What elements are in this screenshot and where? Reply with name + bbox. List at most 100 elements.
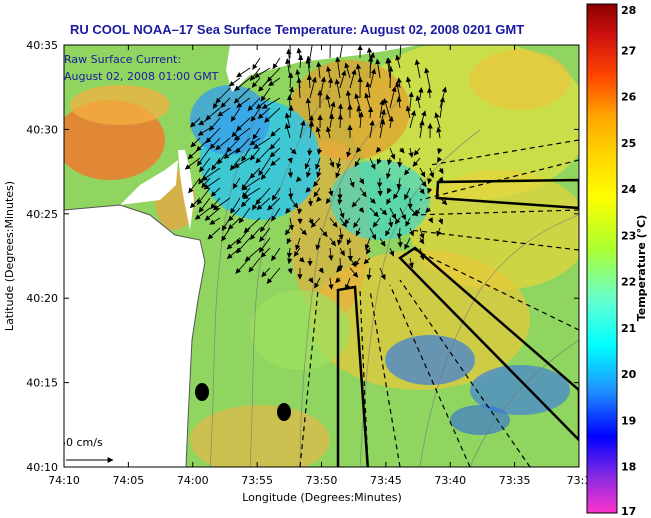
current-vector: [308, 120, 315, 139]
x-tick-label: 73:55: [241, 474, 273, 487]
current-vector: [439, 96, 446, 119]
current-vector: [203, 177, 221, 190]
current-vector: [259, 217, 271, 233]
current-vector: [337, 197, 343, 205]
current-vectors: [184, 45, 448, 291]
x-tick-label: 73:40: [434, 474, 466, 487]
bay-inlet: [120, 160, 178, 205]
y-tick-label: 40:25: [26, 208, 58, 221]
current-vector: [271, 207, 281, 222]
current-vector: [234, 77, 251, 91]
current-vector: [426, 87, 433, 99]
current-vector: [210, 187, 221, 197]
current-vector: [249, 227, 261, 240]
x-tick-label: 73:3: [567, 474, 592, 487]
current-vector: [434, 112, 441, 129]
current-vector: [295, 176, 302, 182]
current-vector: [287, 157, 293, 164]
current-vector: [287, 187, 294, 200]
current-vector: [313, 187, 321, 198]
current-vector: [289, 147, 297, 155]
current-vector: [299, 120, 306, 139]
current-vector: [405, 76, 412, 89]
current-vector: [328, 113, 335, 129]
current-vector: [241, 147, 251, 162]
current-vector: [258, 157, 271, 176]
current-vector: [339, 247, 345, 257]
current-vector: [349, 267, 359, 278]
current-vector: [337, 113, 344, 129]
current-vector: [339, 207, 345, 219]
current-vector: [296, 77, 302, 99]
current-vector: [369, 157, 376, 170]
current-vector: [437, 147, 443, 155]
current-vector: [404, 167, 411, 176]
current-vector: [328, 277, 334, 290]
colorbar-tick-label: 26: [621, 91, 637, 104]
current-vector: [233, 87, 251, 104]
current-vector: [365, 247, 372, 255]
current-vector: [309, 45, 313, 59]
land: [64, 45, 420, 467]
current-vector: [325, 126, 332, 139]
current-vector: [305, 97, 312, 119]
colorbar-tick-label: 28: [621, 4, 636, 17]
current-vector: [252, 57, 261, 70]
current-vector: [376, 157, 382, 165]
current-vector: [346, 237, 352, 246]
current-vector: [196, 187, 211, 205]
current-vector: [233, 157, 251, 168]
current-vector: [394, 81, 401, 99]
current-vector: [438, 217, 444, 225]
current-vector: [269, 147, 281, 158]
current-vector: [264, 107, 281, 123]
current-vector: [286, 247, 293, 259]
current-vector: [201, 167, 221, 181]
current-vector: [260, 247, 271, 258]
current-vector: [295, 237, 301, 251]
current-vector: [365, 81, 371, 99]
current-vector: [267, 197, 281, 211]
current-vector: [315, 126, 321, 139]
current-vector: [396, 177, 402, 190]
current-vector: [316, 61, 322, 79]
current-vector: [326, 66, 332, 79]
sandy-hook: [178, 150, 194, 230]
current-vector: [355, 146, 362, 153]
mooring-marker: [277, 403, 291, 421]
current-vector: [269, 137, 281, 150]
transect-lines: [299, 139, 579, 467]
current-vector: [209, 217, 221, 225]
x-tick-label: 73:50: [306, 474, 338, 487]
current-vector: [328, 247, 334, 261]
current-vector: [386, 157, 393, 166]
current-vector: [396, 96, 402, 109]
current-vector: [260, 87, 271, 102]
current-vector: [197, 127, 211, 136]
current-vector: [419, 119, 425, 139]
current-vector: [351, 197, 361, 208]
current-vector: [188, 177, 201, 194]
current-vector: [215, 87, 231, 104]
current-vector: [427, 177, 433, 185]
current-vector: [235, 137, 251, 154]
current-vector: [336, 266, 342, 273]
current-vector: [353, 217, 361, 229]
current-vector: [358, 207, 365, 213]
current-vector: [316, 196, 322, 202]
colorbar-tick-label: 17: [621, 505, 636, 518]
y-tick-label: 40:20: [26, 292, 58, 305]
colorbar-tick-label: 20: [621, 368, 637, 381]
current-vector: [329, 237, 336, 247]
current-vector: [249, 137, 261, 146]
colorbar-gradient: [586, 3, 618, 514]
current-vector: [372, 217, 381, 228]
current-vector: [240, 197, 251, 208]
current-vector: [289, 197, 299, 209]
current-vector: [386, 197, 392, 205]
current-vector: [414, 207, 421, 216]
current-vector: [349, 69, 357, 89]
x-tick-label: 74:00: [177, 474, 209, 487]
current-vector: [285, 207, 291, 214]
current-vector: [387, 65, 394, 89]
